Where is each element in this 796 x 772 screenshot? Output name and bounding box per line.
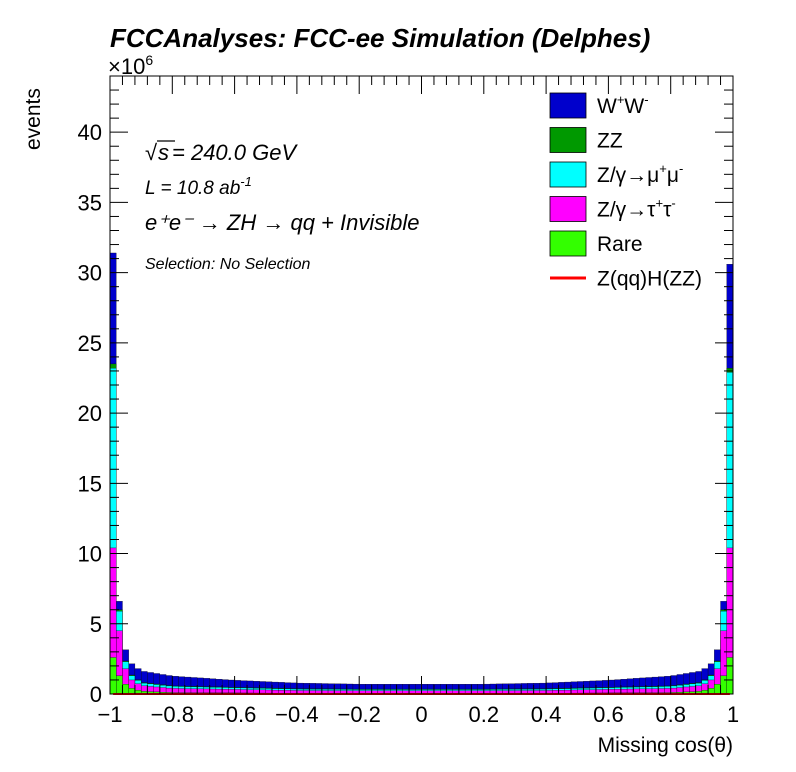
y-tick-label: 25 <box>78 331 102 356</box>
process-text: e⁺e⁻ → ZH → qq + Invisible <box>145 210 420 235</box>
y-tick-label: 10 <box>78 542 102 567</box>
luminosity-text: L = 10.8 ab-1 <box>145 174 252 199</box>
x-tick-label: −0.8 <box>151 702 194 727</box>
bar <box>714 684 721 695</box>
sqrt-symbol: √ <box>145 140 158 165</box>
legend-label: Rare <box>597 233 643 256</box>
y-tick-label: 30 <box>78 261 102 286</box>
legend-label: Z/γ→τ+τ- <box>597 196 676 222</box>
legend-swatch <box>549 161 587 188</box>
x-tick-label: −0.6 <box>213 702 256 727</box>
bar <box>726 657 734 695</box>
legend-label: Z(qq)H(ZZ) <box>597 268 702 291</box>
legend: W+W- ZZ Z/γ→μ+μ- Z/γ→τ+τ- Rare Z(qq)H(ZZ) <box>549 92 702 291</box>
chart-title: FCCAnalyses: FCC-ee Simulation (Delphes) <box>110 23 650 53</box>
x-tick-label: 0.6 <box>593 702 624 727</box>
x-axis-ticks: −1 −0.8 −0.6 −0.4 −0.2 0 0.2 0.4 0.6 0.8 1 <box>97 76 739 727</box>
y-tick-label: 15 <box>78 471 102 496</box>
series-4 <box>109 252 734 695</box>
x-tick-label: 0.4 <box>531 702 562 727</box>
y-tick-label: 35 <box>78 190 102 215</box>
luminosity-base: L = 10.8 ab <box>145 178 240 199</box>
annotation-sqrt-s: √ s = 240.0 GeV <box>145 140 298 165</box>
y-axis-label: events <box>22 88 45 150</box>
x-tick-label: 1 <box>727 702 739 727</box>
luminosity-exp: -1 <box>240 174 252 189</box>
series-1 <box>109 547 734 695</box>
x-axis-label: Missing cos(θ) <box>598 734 733 757</box>
legend-swatch <box>549 196 587 222</box>
legend-swatch <box>549 92 587 119</box>
stacked-bars <box>109 252 734 695</box>
energy-text: = 240.0 GeV <box>172 140 298 165</box>
bar <box>109 657 117 695</box>
y-exponent-power: 6 <box>145 52 153 68</box>
series-3 <box>109 363 734 695</box>
legend-label: Z/γ→μ+μ- <box>597 161 683 187</box>
y-tick-label: 40 <box>78 120 102 145</box>
bar <box>116 675 123 695</box>
x-tick-label: 0.8 <box>655 702 686 727</box>
legend-label: ZZ <box>597 130 623 153</box>
bar <box>122 684 129 695</box>
x-tick-label: −0.4 <box>275 702 318 727</box>
bar <box>720 675 727 695</box>
legend-label: W+W- <box>597 92 649 118</box>
x-tick-label: 0 <box>415 702 427 727</box>
selection-text: Selection: No Selection <box>145 256 311 273</box>
legend-swatch <box>549 230 587 257</box>
x-tick-label: −0.2 <box>337 702 380 727</box>
x-tick-label: 0.2 <box>469 702 500 727</box>
y-axis-ticks: 0 5 10 15 20 25 30 35 40 <box>78 89 733 707</box>
y-tick-label: 0 <box>90 682 102 707</box>
x-tick-label: −1 <box>97 702 122 727</box>
legend-swatch <box>549 127 587 153</box>
y-exponent-label: ×106 <box>108 52 153 79</box>
y-tick-label: 20 <box>78 401 102 426</box>
y-tick-label: 5 <box>90 612 102 637</box>
sqrt-s-text: s <box>158 140 169 165</box>
y-exponent-base: ×10 <box>108 54 145 79</box>
series-2 <box>109 367 734 695</box>
